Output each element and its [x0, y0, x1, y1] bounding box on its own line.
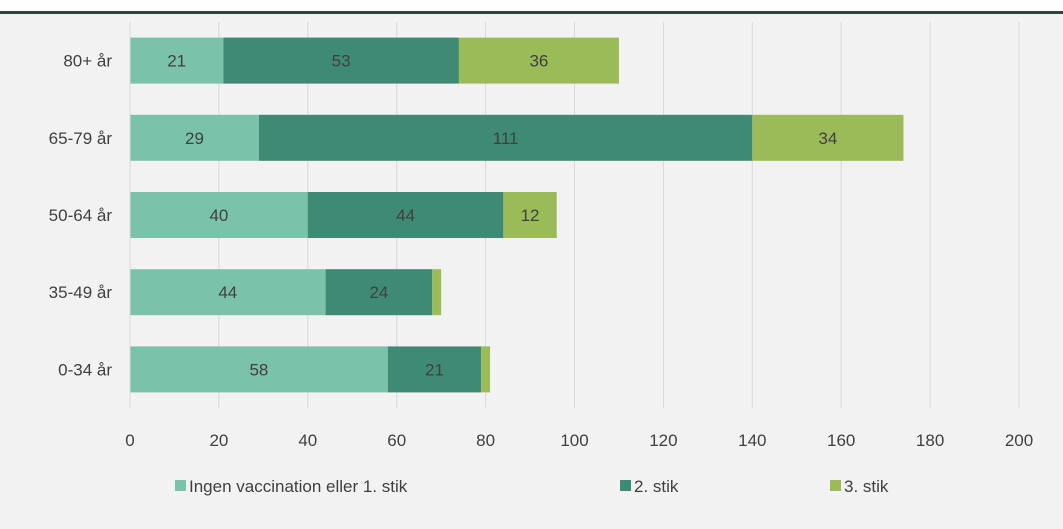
legend-label: 3. stik	[844, 477, 889, 496]
data-label: 58	[249, 360, 268, 379]
bar-segment	[130, 37, 224, 84]
data-label: 24	[369, 283, 388, 302]
bar-segment	[307, 192, 504, 238]
bar-segment	[223, 37, 459, 84]
legend-label: 2. stik	[634, 477, 679, 496]
x-tick-label: 60	[387, 431, 406, 450]
legend-label: Ingen vaccination eller 1. stik	[189, 477, 408, 496]
bar-segment	[481, 346, 491, 393]
data-label: 53	[332, 52, 351, 71]
bar-segment	[432, 269, 442, 316]
x-tick-label: 100	[560, 431, 588, 450]
bar-segment	[325, 269, 433, 316]
category-label: 35-49 år	[49, 283, 113, 302]
x-tick-label: 0	[125, 431, 134, 450]
x-tick-label: 180	[916, 431, 944, 450]
legend-swatch	[620, 480, 631, 491]
bar-segment	[387, 346, 482, 393]
x-tick-label: 160	[827, 431, 855, 450]
data-label: 34	[818, 129, 837, 148]
top-rule	[0, 0, 1063, 14]
category-label: 0-34 år	[58, 360, 112, 379]
bar-segment	[258, 114, 753, 161]
data-label: 40	[209, 206, 228, 225]
bar-segment	[130, 346, 388, 393]
stacked-bar-chart: 0 20 40 60 80 100 120 140 160 180 200 80+ år 21 53 36 6…	[49, 22, 1033, 496]
chart-panel: 0 20 40 60 80 100 120 140 160 180 200 80+ år 21 53 36 6…	[0, 14, 1063, 529]
legend-swatch	[175, 480, 186, 491]
bar-segment	[503, 192, 557, 238]
data-label: 44	[218, 283, 237, 302]
legend-swatch	[830, 480, 841, 491]
x-tick-label: 40	[298, 431, 317, 450]
x-tick-label: 80	[476, 431, 495, 450]
category-label: 80+ år	[63, 52, 112, 71]
x-tick-label: 200	[1005, 431, 1033, 450]
bar-segment	[130, 114, 259, 161]
data-label: 12	[521, 206, 540, 225]
x-tick-label: 20	[209, 431, 228, 450]
data-label: 21	[425, 360, 444, 379]
bar-segment	[130, 192, 308, 238]
data-label: 21	[167, 52, 186, 71]
data-label: 36	[529, 52, 548, 71]
category-label: 50-64 år	[49, 206, 113, 225]
data-label: 29	[185, 129, 204, 148]
x-tick-label: 140	[738, 431, 766, 450]
bar-segment	[752, 114, 904, 161]
data-label: 111	[493, 129, 519, 148]
category-label: 65-79 år	[49, 129, 113, 148]
data-label: 44	[396, 206, 415, 225]
bar-segment	[130, 269, 326, 316]
x-tick-label: 120	[649, 431, 677, 450]
bar-segment	[458, 37, 619, 84]
